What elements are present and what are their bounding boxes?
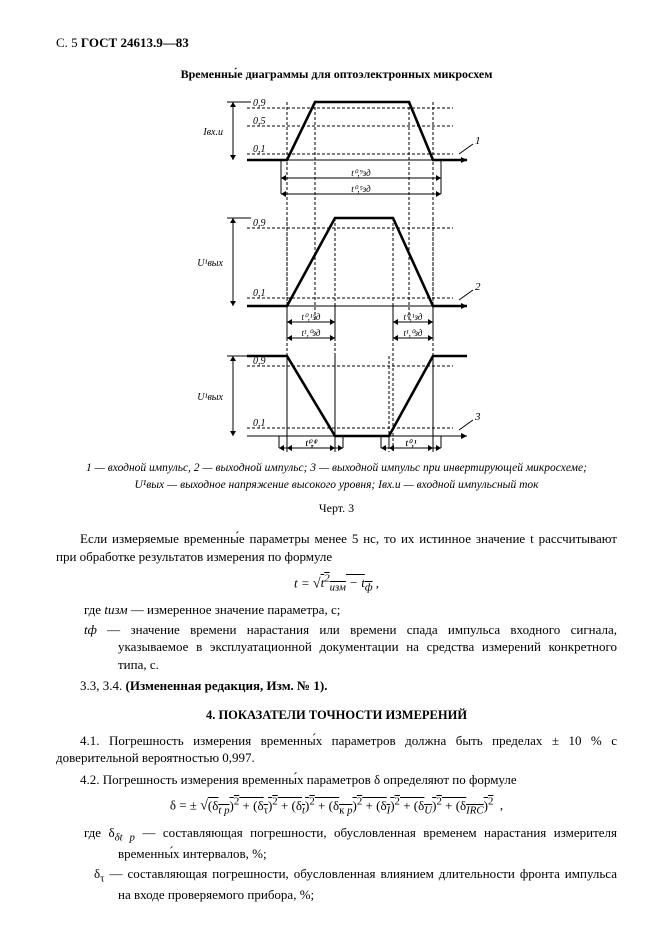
svg-text:Iвх.и: Iвх.и (202, 127, 223, 138)
svg-text:t⁰,⁵зд: t⁰,⁵зд (351, 184, 371, 194)
svg-text:0,9: 0,9 (253, 356, 266, 367)
formula-2: δ = ± √(δt p)2 + (δτ)2 + (δt)2 + (δк p)2… (56, 794, 617, 818)
svg-text:t⁰,¹: t⁰,¹ (405, 438, 416, 448)
svg-text:1: 1 (475, 135, 481, 147)
svg-text:t¹,⁰зд: t¹,⁰зд (301, 328, 320, 338)
para-intro: Если измеряемые временны́е параметры мен… (56, 530, 617, 565)
para-4-2: 4.2. Погрешность измерения временны́х па… (56, 771, 617, 789)
svg-text:0,9: 0,9 (253, 98, 266, 109)
svg-text:t¹,⁰: t¹,⁰ (305, 438, 317, 448)
figure-diagram: 0,9 0,5 0,1 Iвх.и 1 t⁰,⁹зд t⁰,⁵зд 0,9 0,1 U¹вых 2 t… (56, 88, 617, 454)
para-rev: 3.3, 3.4. (Измененная редакция, Изм. № 1… (56, 677, 617, 695)
figure-number: Черт. 3 (56, 500, 617, 516)
timing-diagram-svg: 0,9 0,5 0,1 Iвх.и 1 t⁰,⁹зд t⁰,⁵зд 0,9 0,1 U¹вых 2 t… (187, 88, 487, 454)
page-num: С. 5 (56, 35, 78, 50)
page-header: С. 5 ГОСТ 24613.9—83 (56, 34, 617, 52)
svg-text:3: 3 (474, 411, 481, 423)
svg-text:t⁰,¹зд: t⁰,¹зд (301, 312, 320, 322)
svg-text:0,9: 0,9 (253, 218, 266, 229)
svg-text:0,5: 0,5 (253, 116, 266, 127)
svg-text:U¹вых: U¹вых (197, 392, 223, 403)
svg-text:U¹вых: U¹вых (197, 258, 223, 269)
section-4-title: 4. ПОКАЗАТЕЛИ ТОЧНОСТИ ИЗМЕРЕНИЙ (56, 707, 617, 724)
svg-text:0,1: 0,1 (253, 418, 266, 429)
where-block-2: где δδt p — составляющая погрешности, об… (56, 824, 617, 904)
svg-text:t¹,⁰зд: t¹,⁰зд (403, 328, 422, 338)
standard-code: ГОСТ 24613.9—83 (81, 35, 189, 50)
svg-text:2: 2 (475, 281, 481, 293)
where-block-1: где tизм — измеренное значение параметра… (56, 601, 617, 673)
formula-1: t = √t2изм − tф , (56, 572, 617, 596)
svg-text:t⁰,⁹зд: t⁰,⁹зд (351, 168, 371, 178)
svg-text:0,1: 0,1 (253, 288, 266, 299)
svg-text:0,1: 0,1 (253, 144, 266, 155)
para-4-1: 4.1. Погрешность измерения временны́х па… (56, 732, 617, 767)
svg-text:t⁰,¹зд: t⁰,¹зд (403, 312, 422, 322)
figure-caption: 1 — входной импульс, 2 — выходной импуль… (56, 460, 617, 495)
figure-title: Временны́е диаграммы для оптоэлектронных… (56, 66, 617, 82)
